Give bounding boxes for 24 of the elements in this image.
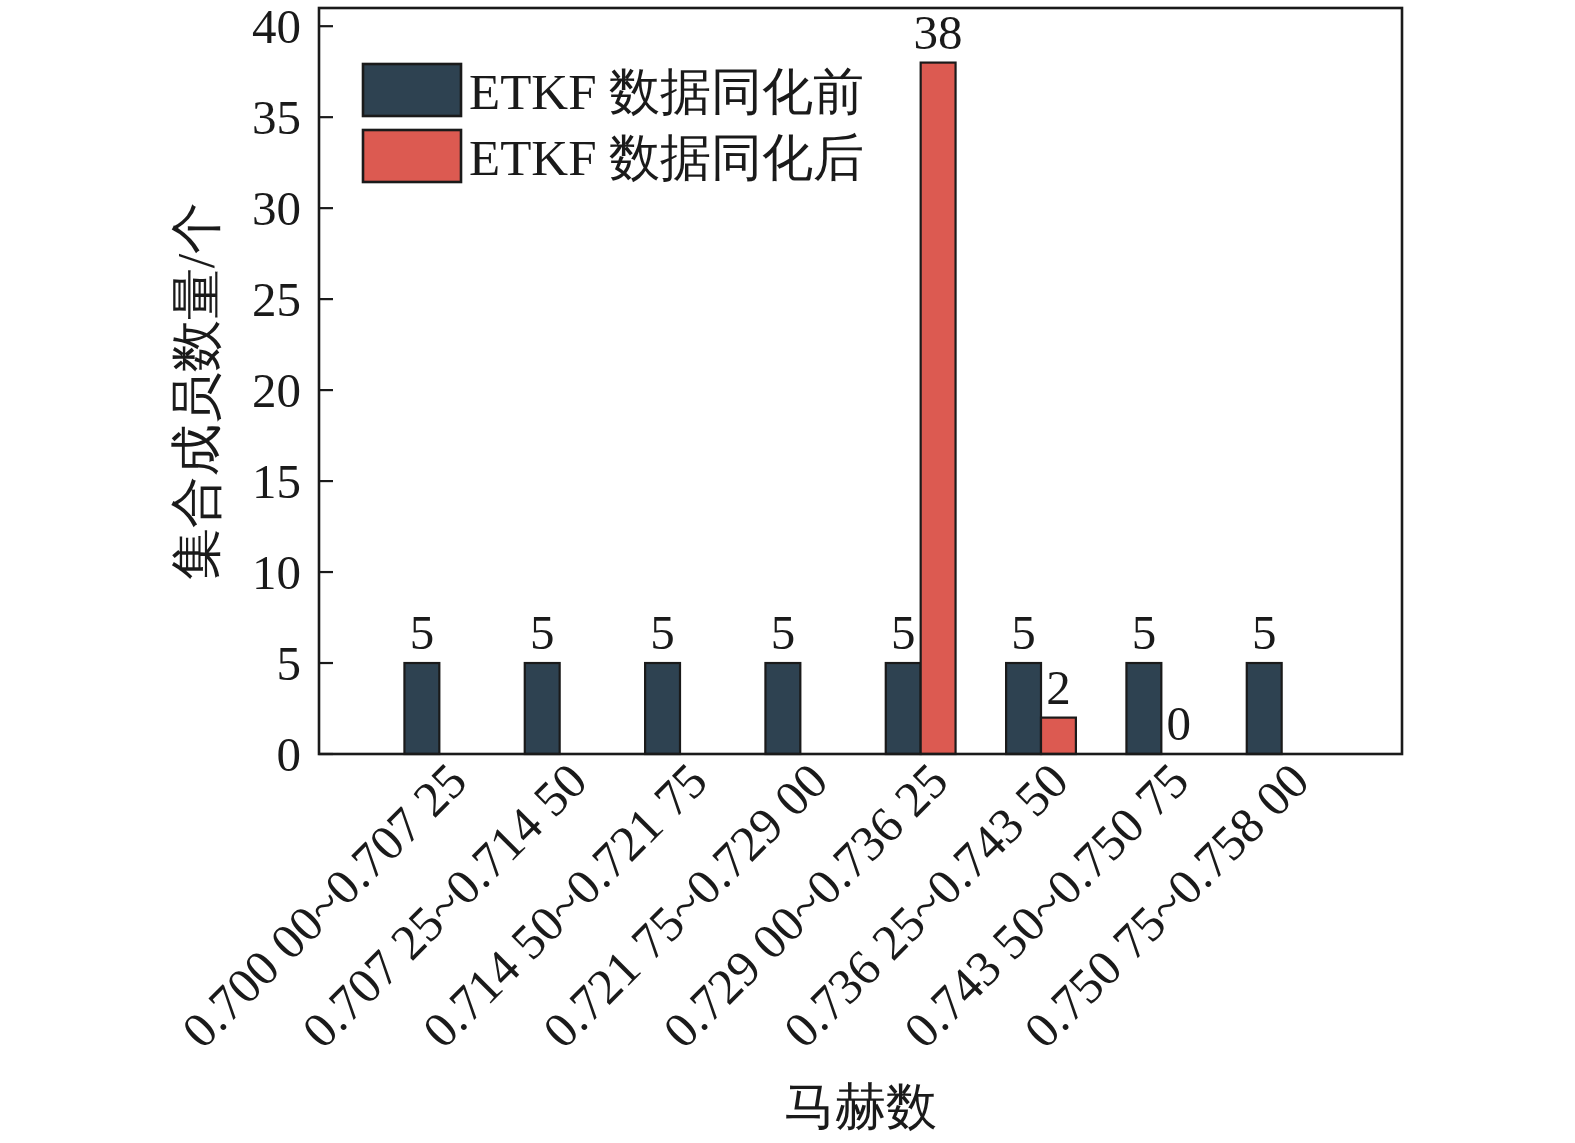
legend-label: ETKF 数据同化后	[469, 130, 865, 186]
data-label: 5	[890, 605, 916, 661]
x-axis-title: 马赫数	[784, 1079, 937, 1135]
data-label: 5	[529, 605, 555, 661]
y-tick-label: 35	[252, 90, 301, 146]
data-label: 2	[1046, 659, 1071, 715]
y-tick-label: 25	[252, 272, 301, 328]
y-tick-label: 40	[252, 0, 301, 55]
data-label: 5	[1251, 605, 1277, 661]
data-label: 5	[409, 605, 435, 661]
y-tick-label: 10	[252, 545, 301, 601]
data-label: 38	[913, 4, 963, 60]
y-tick-label: 20	[252, 363, 301, 419]
data-label: 5	[770, 605, 796, 661]
y-axis-title: 集合成员数量/个	[168, 201, 225, 581]
y-tick-label: 15	[252, 454, 301, 510]
y-tick-label: 30	[252, 181, 301, 237]
data-label: 5	[650, 605, 675, 661]
legend-label: ETKF 数据同化前	[469, 64, 865, 120]
data-label: 5	[1011, 605, 1036, 661]
data-label: 0	[1166, 696, 1192, 751]
y-tick-label: 5	[276, 636, 301, 692]
data-label: 5	[1131, 605, 1157, 661]
y-tick-label: 0	[276, 727, 301, 782]
